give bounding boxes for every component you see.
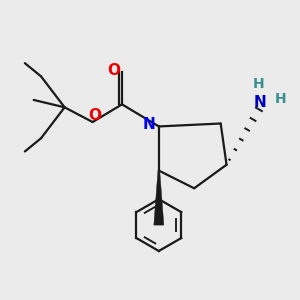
Text: N: N — [143, 118, 156, 133]
Text: H: H — [274, 92, 286, 106]
Text: O: O — [107, 63, 120, 78]
Text: O: O — [88, 108, 101, 123]
Text: H: H — [253, 77, 265, 91]
Text: N: N — [254, 95, 267, 110]
Polygon shape — [154, 171, 164, 225]
